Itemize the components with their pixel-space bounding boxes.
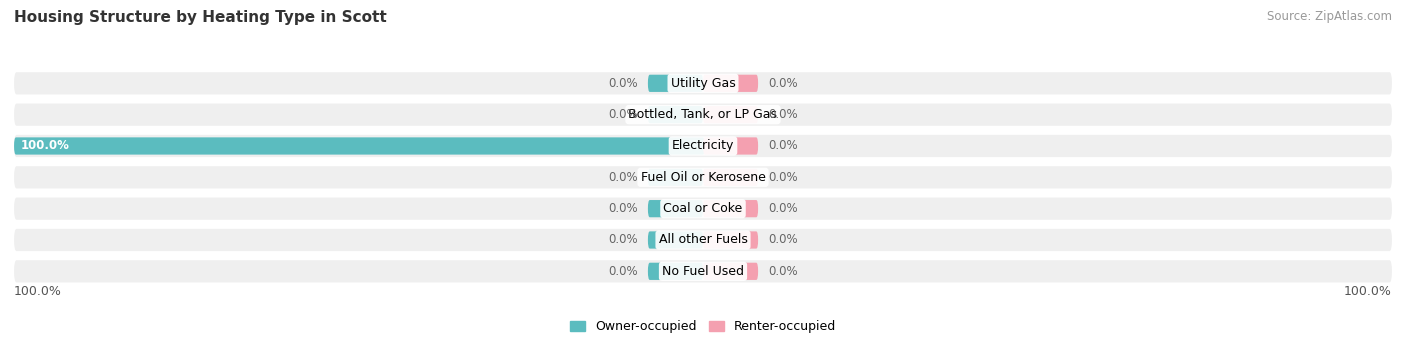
Text: 0.0%: 0.0% (769, 108, 799, 121)
Text: 0.0%: 0.0% (769, 171, 799, 184)
Text: 0.0%: 0.0% (769, 234, 799, 247)
Text: 0.0%: 0.0% (769, 77, 799, 90)
FancyBboxPatch shape (648, 75, 703, 92)
Text: Utility Gas: Utility Gas (671, 77, 735, 90)
FancyBboxPatch shape (648, 106, 703, 123)
Text: 0.0%: 0.0% (607, 202, 637, 215)
FancyBboxPatch shape (703, 200, 758, 217)
FancyBboxPatch shape (703, 106, 758, 123)
Text: No Fuel Used: No Fuel Used (662, 265, 744, 278)
FancyBboxPatch shape (14, 72, 1392, 94)
Legend: Owner-occupied, Renter-occupied: Owner-occupied, Renter-occupied (565, 315, 841, 338)
Text: Electricity: Electricity (672, 139, 734, 152)
Text: Housing Structure by Heating Type in Scott: Housing Structure by Heating Type in Sco… (14, 10, 387, 25)
FancyBboxPatch shape (14, 135, 1392, 157)
Text: 100.0%: 100.0% (1344, 285, 1392, 298)
FancyBboxPatch shape (703, 75, 758, 92)
Text: 0.0%: 0.0% (769, 202, 799, 215)
Text: 0.0%: 0.0% (607, 77, 637, 90)
FancyBboxPatch shape (14, 197, 1392, 220)
FancyBboxPatch shape (648, 232, 703, 249)
FancyBboxPatch shape (648, 200, 703, 217)
Text: 0.0%: 0.0% (769, 265, 799, 278)
Text: Bottled, Tank, or LP Gas: Bottled, Tank, or LP Gas (628, 108, 778, 121)
FancyBboxPatch shape (703, 263, 758, 280)
FancyBboxPatch shape (703, 137, 758, 154)
Text: 100.0%: 100.0% (21, 139, 70, 152)
FancyBboxPatch shape (14, 229, 1392, 251)
Text: Source: ZipAtlas.com: Source: ZipAtlas.com (1267, 10, 1392, 23)
Text: 100.0%: 100.0% (14, 285, 62, 298)
FancyBboxPatch shape (14, 137, 704, 154)
Text: 0.0%: 0.0% (607, 234, 637, 247)
FancyBboxPatch shape (703, 169, 758, 186)
FancyBboxPatch shape (14, 166, 1392, 189)
FancyBboxPatch shape (14, 260, 1392, 282)
Text: All other Fuels: All other Fuels (658, 234, 748, 247)
Text: 0.0%: 0.0% (769, 139, 799, 152)
Text: 0.0%: 0.0% (607, 171, 637, 184)
FancyBboxPatch shape (703, 232, 758, 249)
FancyBboxPatch shape (648, 263, 703, 280)
Text: Fuel Oil or Kerosene: Fuel Oil or Kerosene (641, 171, 765, 184)
Text: Coal or Coke: Coal or Coke (664, 202, 742, 215)
FancyBboxPatch shape (648, 169, 703, 186)
Text: 0.0%: 0.0% (607, 265, 637, 278)
Text: 0.0%: 0.0% (607, 108, 637, 121)
FancyBboxPatch shape (14, 104, 1392, 126)
